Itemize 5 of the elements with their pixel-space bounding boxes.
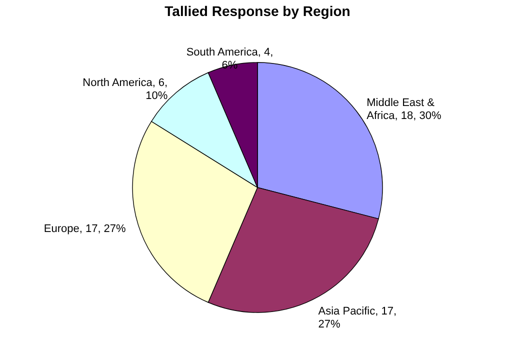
slice-label: North America, 6, 10%	[82, 76, 168, 102]
slice-label: Asia Pacific, 17, 27%	[318, 305, 397, 330]
chart-title: Tallied Response by Region	[164, 3, 350, 19]
slice-label: Middle East & Africa, 18, 30%	[366, 97, 442, 122]
slice-label: Europe, 17, 27%	[44, 222, 126, 235]
